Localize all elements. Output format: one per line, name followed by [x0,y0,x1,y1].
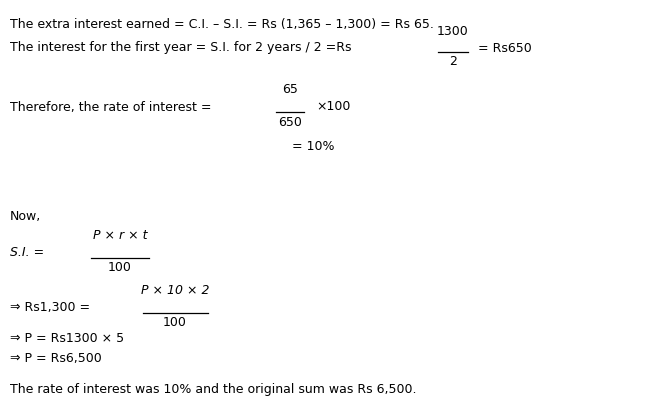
Text: The extra interest earned = C.I. – S.I. = Rs (1,365 – 1,300) = Rs 65.: The extra interest earned = C.I. – S.I. … [10,18,434,31]
Text: 2: 2 [449,55,457,68]
Text: The rate of interest was 10% and the original sum was Rs 6,500.: The rate of interest was 10% and the ori… [10,383,417,396]
Text: 650: 650 [278,116,302,129]
Text: ⇒ Rs1,300 =: ⇒ Rs1,300 = [10,302,90,314]
Text: Now,: Now, [10,210,41,223]
Text: S.I. =: S.I. = [10,247,44,259]
Text: Therefore, the rate of interest =: Therefore, the rate of interest = [10,101,211,113]
Text: 100: 100 [163,316,187,329]
Text: 1300: 1300 [437,25,469,38]
Text: ⇒ P = Rs1300 × 5: ⇒ P = Rs1300 × 5 [10,332,124,345]
Text: 100: 100 [108,261,132,274]
Text: = Rs650: = Rs650 [478,41,532,55]
Text: 65: 65 [282,83,298,96]
Text: ⇒ P = Rs6,500: ⇒ P = Rs6,500 [10,352,102,365]
Text: P × r × t: P × r × t [92,229,147,242]
Text: ×100: ×100 [316,101,350,113]
Text: = 10%: = 10% [292,140,335,153]
Text: The interest for the first year = S.I. for 2 years / 2 =Rs: The interest for the first year = S.I. f… [10,41,352,55]
Text: P × 10 × 2: P × 10 × 2 [141,284,209,297]
